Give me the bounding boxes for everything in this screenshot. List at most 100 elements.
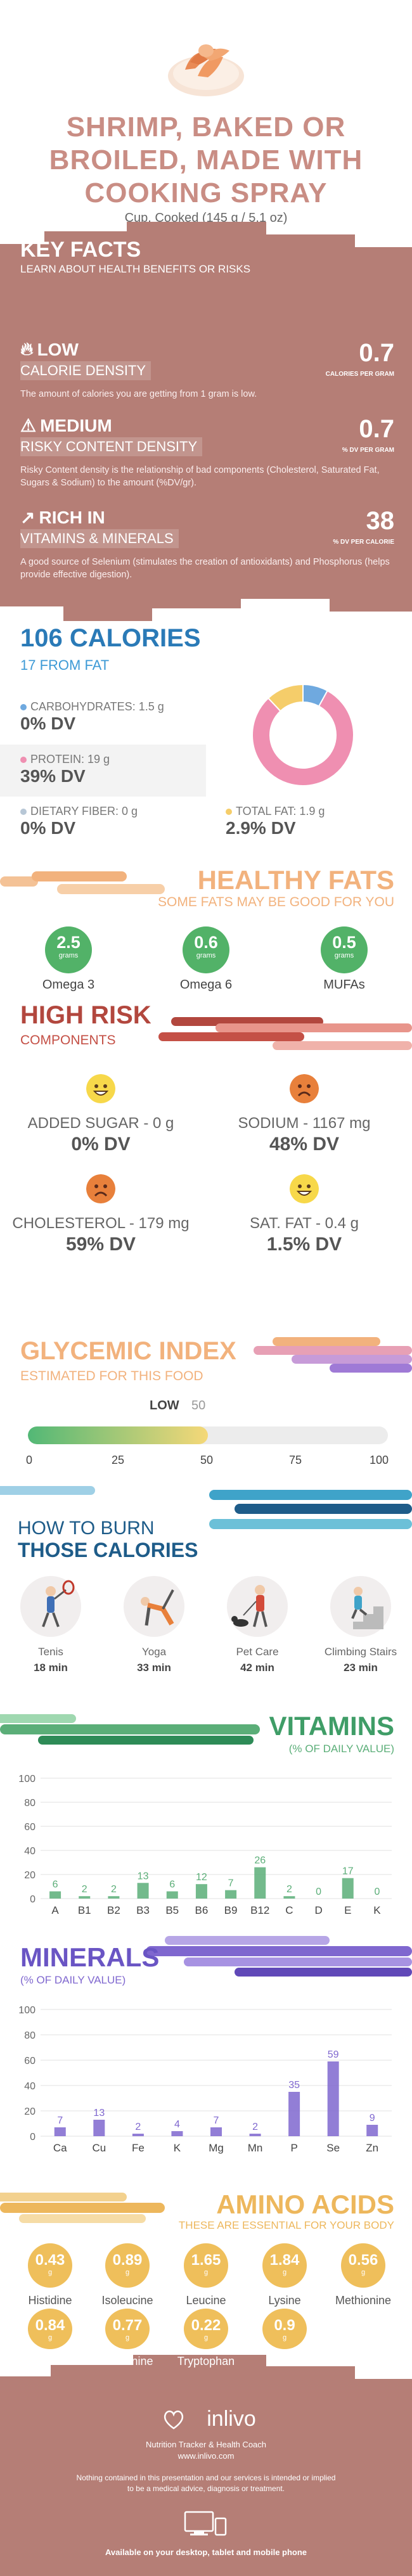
- x-tick-label: Ca: [53, 2142, 67, 2154]
- burn-stripes: [0, 1486, 412, 1529]
- dog-walking-icon: [227, 1576, 288, 1637]
- high-risk-subtitle: COMPONENTS: [20, 1033, 116, 1048]
- protein-dot-icon: [20, 757, 27, 763]
- x-tick-label: C: [285, 1904, 293, 1916]
- footer-disclaimer-2: to be a medical advice, diagnosis or tre…: [127, 2484, 285, 2493]
- omega6-label: Omega 6: [179, 978, 233, 992]
- vitamins-subtitle: (% OF DAILY VALUE): [288, 1743, 394, 1755]
- bar-C: [283, 1896, 295, 1899]
- cholesterol-dv: 59% DV: [65, 1234, 136, 1255]
- bar-Mn: [249, 2134, 261, 2136]
- bar-Ca: [54, 2127, 66, 2136]
- x-tick-label: D: [314, 1904, 322, 1916]
- fiber-dot-icon: [20, 809, 27, 815]
- glycemic-bar-fill: [28, 1426, 208, 1444]
- sodium-label: SODIUM - 1167 mg: [238, 1115, 371, 1132]
- fact-vitamins-minerals: ↗ RICH IN VITAMINS & MINERALS 38 % DV PER…: [20, 507, 394, 580]
- amino-badge: 1.84 g: [262, 2243, 307, 2288]
- footer-url[interactable]: www.inlivo.com: [177, 2451, 235, 2461]
- bar-value-label: 7: [57, 2115, 63, 2126]
- x-tick-label: Fe: [132, 2142, 145, 2154]
- yoga-pose-icon: [124, 1576, 184, 1637]
- bar-A: [49, 1891, 61, 1899]
- footer-disclaimer-1: Nothing contained in this presentation a…: [76, 2473, 336, 2482]
- y-tick-label: 0: [30, 2132, 35, 2143]
- minerals-title: MINERALS: [20, 1942, 160, 1972]
- activity-minutes: 42 min: [240, 1662, 274, 1674]
- bar-value-label: 13: [93, 2108, 105, 2118]
- amino-name: Histidine: [28, 2294, 72, 2307]
- added-sugar-label: ADDED SUGAR - 0 g: [27, 1115, 174, 1132]
- macro-fiber: DIETARY FIBER: 0 g 0% DV: [20, 805, 138, 838]
- fact-calorie-density: 🔥︎ LOW CALORIE DENSITY 0.7 CALORIES PER G…: [20, 339, 394, 399]
- footer-tagline: Nutrition Tracker & Health Coach: [145, 2440, 267, 2449]
- y-tick-label: 40: [24, 1846, 35, 1857]
- amino-badge: 1.65 g: [184, 2243, 228, 2288]
- cholesterol-label: CHOLESTEROL - 179 mg: [12, 1215, 190, 1232]
- amino-name: Leucine: [186, 2294, 226, 2307]
- x-tick-label: B6: [195, 1904, 209, 1916]
- glycemic-value: 50: [191, 1399, 206, 1413]
- x-tick-label: Mg: [209, 2142, 224, 2154]
- amino-badge: 0.89 g: [105, 2243, 150, 2288]
- bar-value-label: 6: [53, 1880, 58, 1890]
- bar-Se: [327, 2061, 339, 2136]
- devices-icon: [184, 2511, 227, 2536]
- sad-face-icon: [290, 1074, 319, 1103]
- amino-name: Phenylalanine: [14, 2355, 86, 2368]
- burn-title-line1: HOW TO BURN: [18, 1518, 155, 1539]
- bar-value-label: 2: [252, 2122, 258, 2132]
- x-tick-label: B3: [136, 1904, 150, 1916]
- bar-P: [288, 2092, 300, 2136]
- bar-B12: [254, 1867, 266, 1899]
- amino-name: Threonine: [101, 2355, 153, 2368]
- bar-Zn: [366, 2125, 378, 2136]
- amino-acids-subtitle: THESE ARE ESSENTIAL FOR YOUR BODY: [178, 2219, 394, 2231]
- glycemic-stripes: [254, 1337, 412, 1373]
- gi-tick: 50: [200, 1454, 214, 1466]
- macro-fat: TOTAL FAT: 1.9 g 2.9% DV: [226, 805, 325, 838]
- glycemic-bar: [28, 1426, 388, 1444]
- donut-slice-carbs: [302, 683, 328, 707]
- bar-value-label: 7: [214, 2115, 219, 2126]
- y-tick-label: 80: [24, 1798, 35, 1809]
- bar-B1: [79, 1896, 91, 1899]
- tennis-player-icon: [20, 1576, 81, 1637]
- bar-Fe: [132, 2134, 144, 2136]
- x-tick-label: Mn: [248, 2142, 263, 2154]
- x-tick-label: Se: [326, 2142, 340, 2154]
- amino-name: Valine: [269, 2355, 300, 2368]
- brand-name: inlivo: [207, 2407, 256, 2431]
- bar-value-label: 9: [370, 2113, 375, 2124]
- bar-value-label: 12: [196, 1872, 207, 1883]
- x-tick-label: Cu: [92, 2142, 106, 2154]
- x-tick-label: K: [174, 2142, 181, 2154]
- sat-fat-label: SAT. FAT - 0.4 g: [249, 1215, 359, 1232]
- bar-value-label: 2: [111, 1884, 117, 1895]
- bar-value-label: 35: [288, 2080, 300, 2091]
- fat-dot-icon: [226, 809, 232, 815]
- inlivo-heart-logo-icon: [164, 2410, 184, 2430]
- y-tick-label: 20: [24, 1870, 35, 1881]
- serving-size: Cup, Cooked (145 g / 5.1 oz): [124, 211, 288, 225]
- x-tick-label: B12: [250, 1904, 269, 1916]
- vitamins-bar-chart: 0204060801006A2B12B213B36B512B67B926B122…: [18, 1774, 392, 1916]
- bar-B5: [166, 1891, 178, 1899]
- activity-name: Pet Care: [236, 1646, 279, 1658]
- y-tick-label: 20: [24, 2106, 35, 2117]
- vitamins-title: VITAMINS: [269, 1711, 394, 1741]
- key-facts-subtitle: LEARN ABOUT HEALTH BENEFITS OR RISKS: [20, 263, 251, 275]
- x-tick-label: B9: [224, 1904, 238, 1916]
- x-tick-label: Zn: [366, 2142, 378, 2154]
- bar-value-label: 26: [254, 1855, 266, 1866]
- happy-face-icon: [86, 1074, 115, 1103]
- minerals-bar-chart: 0 20 40 60 80 100 7 Ca 13 Cu 2 Fe 4 K 7 Mg 2 Mn 35 P 59 Se 9 Zn: [18, 2005, 392, 2154]
- omega3-badge: 2.5 grams: [45, 926, 92, 973]
- y-tick-label: 100: [18, 1774, 35, 1785]
- x-tick-label: A: [51, 1904, 59, 1916]
- activity-minutes: 18 min: [34, 1662, 68, 1674]
- gi-tick: 25: [111, 1454, 125, 1466]
- x-tick-label: B2: [107, 1904, 120, 1916]
- calories-title: 106 CALORIES: [20, 624, 201, 652]
- amino-badge: 0.9 g: [262, 2309, 307, 2349]
